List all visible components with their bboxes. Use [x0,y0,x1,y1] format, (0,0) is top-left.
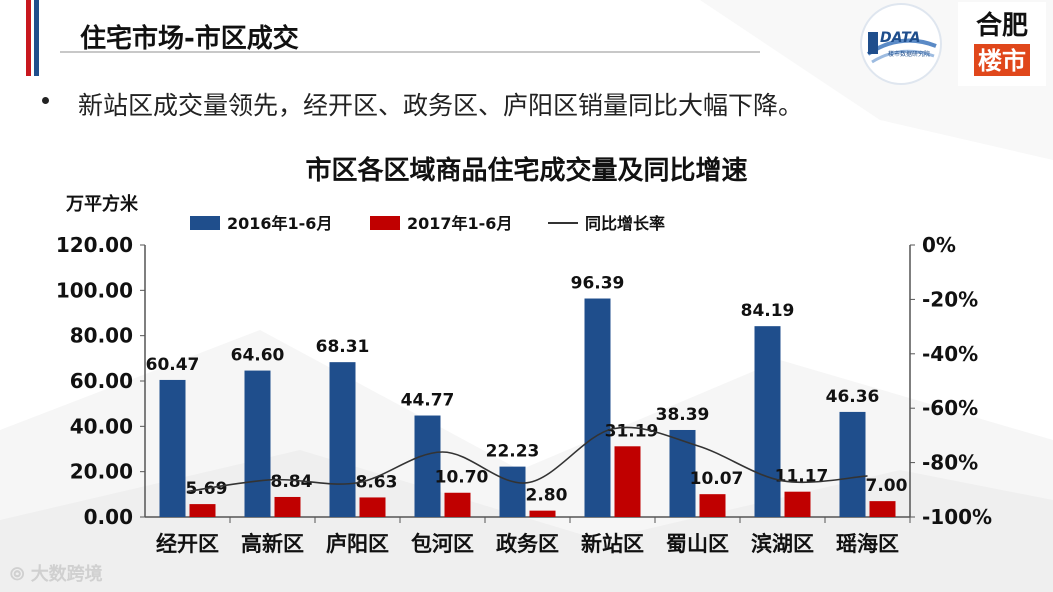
y-tick-label: 80.00 [70,324,133,348]
x-category-label: 蜀山区 [666,532,729,556]
bar-2017 [869,501,896,517]
y2-tick-label: -20% [922,287,978,311]
red-accent-bar [26,0,31,76]
y-tick-label: 20.00 [70,460,133,484]
data-label-2016: 96.39 [571,274,625,294]
page-title: 住宅市场-市区成交 [80,24,299,54]
chart-title: 市区各区域商品住宅成交量及同比增速 [305,156,748,186]
bar-2016 [584,298,611,517]
data-label-2016: 68.31 [316,337,370,357]
x-category-label: 庐阳区 [326,532,389,556]
bar-2017 [529,510,556,517]
x-category-label: 瑶海区 [836,532,899,556]
blue-accent-bar [34,0,39,76]
x-category-label: 政务区 [496,532,559,556]
y2-tick-label: -40% [922,342,978,366]
bar-2016 [244,370,271,517]
watermark-icon: ⦾ [10,564,25,585]
bar-2017 [359,497,386,517]
svg-text:合肥: 合肥 [976,10,1028,41]
y-axis-unit-label: 万平方米 [66,194,138,215]
svg-text:DATA: DATA [880,30,920,46]
data-label-2017: 31.19 [605,421,659,441]
bar-2017 [274,496,301,517]
header-accent-bars [26,0,40,76]
data-label-2016: 44.77 [401,391,455,411]
svg-text:楼市: 楼市 [978,46,1026,75]
data-label-2016: 64.60 [231,346,285,366]
summary-text: 新站区成交量领先，经开区、政务区、庐阳区销量同比大幅下降。 [78,91,804,120]
y-tick-label: 40.00 [70,414,133,438]
data-label-2017: 10.07 [690,469,744,489]
watermark-text: 大数跨境 [30,564,103,585]
bar-2016 [839,411,866,517]
y2-tick-label: 0% [922,233,956,257]
y-tick-label: 0.00 [84,505,133,529]
bar-2017 [444,492,471,517]
kdata-logo: DATA 楼市数据研究院 [860,3,942,85]
legend-label-growth: 同比增长率 [585,214,665,233]
data-label-2017: 10.70 [435,468,489,488]
y-tick-label: 120.00 [56,233,133,257]
data-label-2017: 8.63 [356,472,398,492]
bar-2016 [414,415,441,517]
hefei-loushi-logo: 合肥 楼市 [958,2,1046,86]
data-label-2017: 7.00 [866,476,908,496]
bar-2017 [784,491,811,517]
x-category-label: 滨湖区 [751,532,814,556]
bar-2016 [159,379,186,517]
bar-2016 [329,362,356,517]
legend-swatch-2017 [370,216,400,230]
bar-2017 [614,446,641,517]
x-category-label: 包河区 [411,532,474,556]
bullet-icon [42,97,49,104]
y2-tick-label: -100% [922,505,992,529]
bar-2017 [699,494,726,517]
svg-text:楼市数据研究院: 楼市数据研究院 [888,50,930,58]
legend-swatch-2016 [190,216,220,230]
bar-2016 [754,326,781,517]
y2-tick-label: -60% [922,396,978,420]
x-category-label: 高新区 [241,532,304,556]
data-label-2016: 46.36 [826,387,880,407]
y-tick-label: 100.00 [56,278,133,302]
header-divider [60,51,760,53]
bar-2016 [499,466,526,517]
data-label-2016: 38.39 [656,405,710,425]
watermark: ⦾ 大数跨境 [10,560,103,586]
data-label-2016: 84.19 [741,301,795,321]
data-label-2017: 2.80 [526,486,568,506]
legend-label-2017: 2017年1-6月 [407,214,512,233]
x-category-label: 经开区 [156,532,219,556]
legend-label-2016: 2016年1-6月 [227,214,332,233]
data-label-2017: 8.84 [271,472,313,492]
y-tick-label: 60.00 [70,369,133,393]
data-label-2016: 60.47 [146,355,200,375]
data-label-2017: 11.17 [775,467,829,487]
bar-2017 [189,504,216,517]
x-category-label: 新站区 [581,532,644,556]
data-label-2016: 22.23 [486,442,540,462]
y2-tick-label: -80% [922,451,978,475]
